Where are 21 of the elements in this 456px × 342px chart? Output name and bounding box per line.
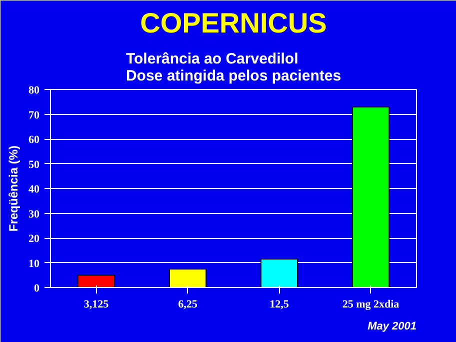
y-tick-label: 30 — [28, 208, 40, 220]
y-tick-label: 50 — [28, 158, 40, 171]
x-tick-label: 25 mg 2xdia — [342, 298, 400, 310]
y-tick-label: 60 — [28, 134, 40, 146]
chart-title: COPERNICUS — [140, 8, 327, 38]
chart-subtitle: Tolerância ao Carvedilol Dose atingida pelos pacientes — [126, 50, 342, 84]
x-tick-label: 3,125 — [84, 298, 110, 310]
y-tick-label: 20 — [28, 233, 40, 245]
text: May 2001 — [368, 320, 417, 332]
y-axis-title: Freqüência (%) — [6, 145, 20, 232]
y-tick-label: 40 — [28, 184, 40, 196]
bar — [352, 106, 390, 288]
bar — [168, 268, 207, 288]
bar — [77, 274, 116, 288]
bar — [260, 258, 298, 288]
y-tick-label: 70 — [28, 109, 40, 122]
x-tick-label: 12,5 — [270, 298, 290, 310]
x-tick-label: 6,25 — [178, 298, 198, 310]
y-tick-label: 0 — [34, 282, 40, 294]
y-tick-label: 80 — [28, 84, 40, 96]
y-tick-label: 10 — [28, 258, 40, 270]
